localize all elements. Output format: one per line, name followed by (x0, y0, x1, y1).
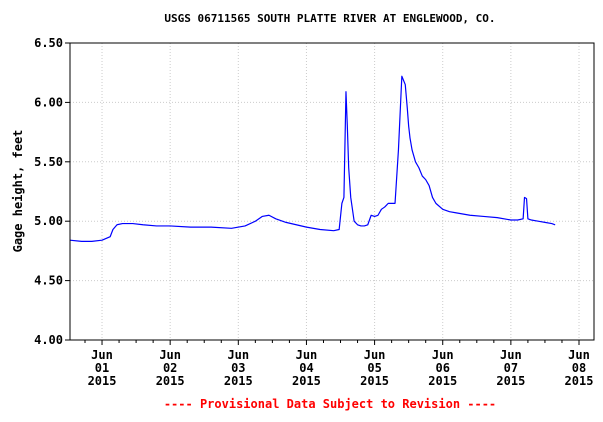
x-tick-label: 06 (436, 361, 450, 375)
x-tick-label: 2015 (292, 374, 321, 388)
gage-height-series-line (69, 75, 556, 242)
y-tick-label: 4.00 (34, 333, 63, 347)
y-tick-label: 5.00 (34, 214, 63, 228)
x-tick-label: 03 (231, 361, 245, 375)
x-tick-label: Jun (364, 348, 386, 362)
x-tick-label: 02 (163, 361, 177, 375)
x-tick-label: 07 (504, 361, 518, 375)
x-tick-label: 2015 (360, 374, 389, 388)
x-tick-label: Jun (159, 348, 181, 362)
x-tick-label: 2015 (496, 374, 525, 388)
y-axis-label: Gage height, feet (11, 130, 25, 253)
series-layer (69, 75, 556, 242)
grid-lines (70, 43, 594, 340)
x-tick-label: 2015 (428, 374, 457, 388)
y-tick-label: 5.50 (34, 155, 63, 169)
x-tick-label: 2015 (156, 374, 185, 388)
chart-title: USGS 06711565 SOUTH PLATTE RIVER AT ENGL… (164, 12, 495, 25)
x-tick-label: Jun (296, 348, 318, 362)
x-tick-label: Jun (91, 348, 113, 362)
x-tick-label: Jun (568, 348, 590, 362)
y-tick-label: 4.50 (34, 274, 63, 288)
x-tick-label: Jun (227, 348, 249, 362)
x-tick-label: 2015 (88, 374, 117, 388)
x-tick-label: 08 (572, 361, 586, 375)
x-tick-label: Jun (432, 348, 454, 362)
x-tick-label: 2015 (224, 374, 253, 388)
y-tick-label: 6.00 (34, 95, 63, 109)
y-tick-label: 6.50 (34, 36, 63, 50)
y-axis-ticks: 4.00 4.50 5.00 5.50 6.00 6.50 (34, 36, 70, 347)
x-tick-label: Jun (500, 348, 522, 362)
x-tick-label: 01 (95, 361, 109, 375)
plot-frame (69, 42, 595, 341)
x-axis-ticks: Jun012015Jun022015Jun032015Jun042015Jun0… (84, 340, 594, 388)
x-tick-label: 04 (299, 361, 313, 375)
x-tick-label: 05 (367, 361, 381, 375)
x-tick-label: 2015 (565, 374, 594, 388)
provisional-data-note: ---- Provisional Data Subject to Revisio… (164, 397, 496, 411)
